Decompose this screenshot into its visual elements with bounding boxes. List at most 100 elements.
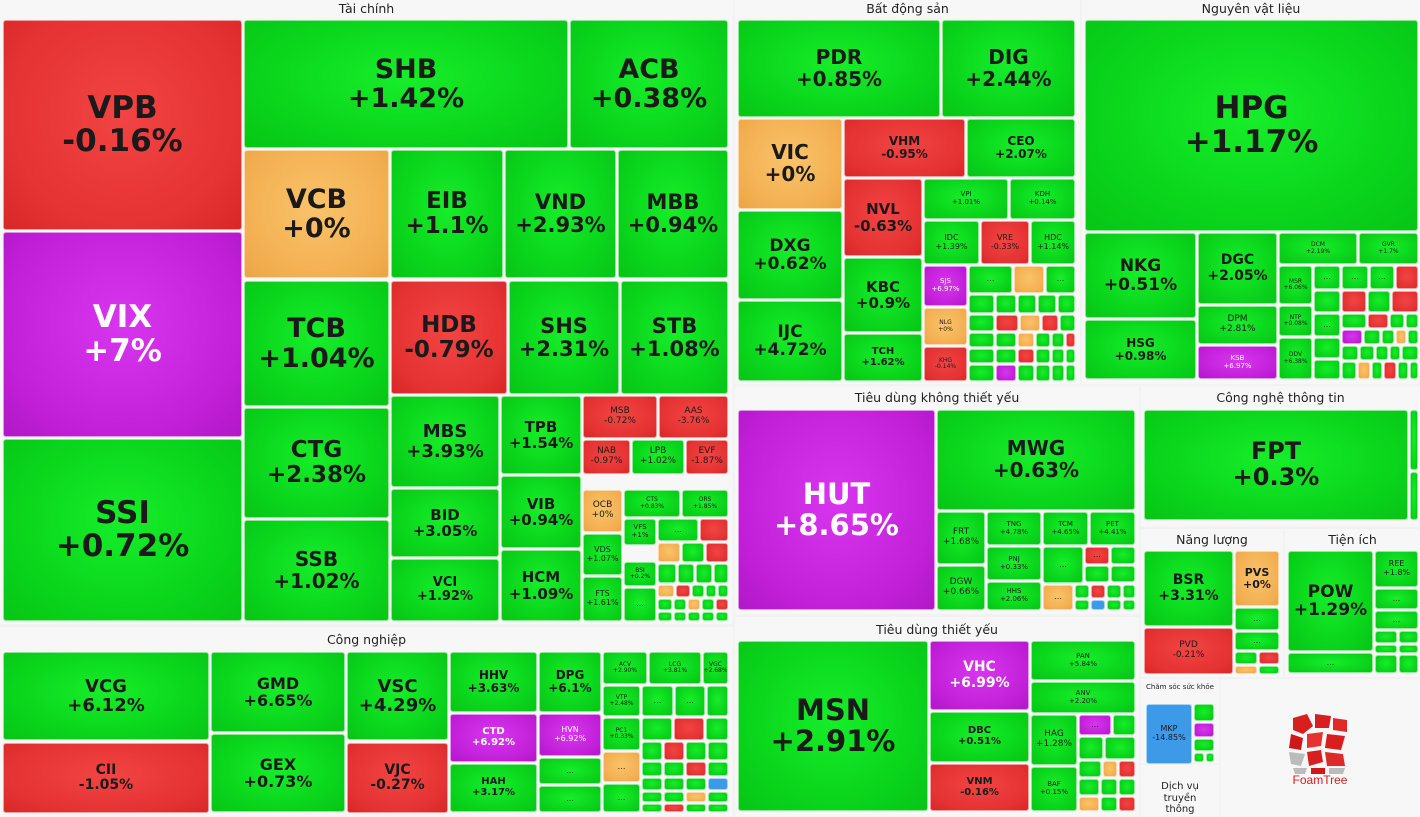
stock-tile-small[interactable] — [674, 612, 686, 621]
stock-tile-small[interactable]: … — [1288, 653, 1373, 673]
stock-tile-hpg[interactable]: HPG +1.17% — [1085, 20, 1418, 231]
stock-tile-vnd[interactable]: VND +2.93% — [505, 150, 616, 278]
stock-tile-small[interactable]: … — [1235, 608, 1279, 630]
stock-tile-small[interactable] — [642, 742, 662, 760]
stock-tile-small[interactable] — [686, 762, 706, 776]
stock-tile-small[interactable] — [1410, 410, 1418, 470]
stock-tile-small[interactable] — [702, 612, 714, 621]
stock-tile-small[interactable] — [1406, 314, 1418, 328]
stock-tile-small[interactable] — [1259, 652, 1279, 664]
stock-tile-dxg[interactable]: DXG +0.62% — [738, 211, 842, 299]
stock-tile-small[interactable]: … — [1043, 547, 1083, 583]
stock-tile-vib[interactable]: VIB +0.94% — [501, 476, 581, 548]
stock-tile-small[interactable] — [716, 599, 728, 610]
stock-tile-anv[interactable]: ANV +2.20% — [1031, 682, 1135, 713]
stock-tile-small[interactable] — [700, 519, 728, 541]
stock-tile-ocb[interactable]: OCB +0% — [583, 490, 622, 532]
stock-tile-small[interactable] — [686, 792, 706, 802]
stock-tile-small[interactable] — [1410, 362, 1418, 379]
stock-tile-hdb[interactable]: HDB -0.79% — [391, 281, 507, 394]
stock-tile-small[interactable]: … — [1046, 266, 1075, 293]
stock-tile-ntp[interactable]: NTP +0.08% — [1279, 306, 1312, 336]
stock-tile-small[interactable] — [1384, 362, 1396, 379]
stock-tile-small[interactable] — [708, 804, 728, 812]
stock-tile-small[interactable] — [702, 599, 714, 610]
stock-tile-msb[interactable]: MSB -0.72% — [583, 396, 657, 438]
stock-tile-pet[interactable]: PET +4.41% — [1090, 512, 1135, 545]
stock-tile-small[interactable] — [1111, 566, 1135, 582]
stock-tile-small[interactable]: … — [539, 758, 601, 784]
stock-tile-small[interactable] — [692, 585, 704, 597]
stock-tile-small[interactable] — [1107, 600, 1121, 610]
stock-tile-small[interactable] — [1399, 645, 1418, 653]
stock-tile-small[interactable] — [1235, 666, 1257, 674]
stock-tile-small[interactable]: … — [1342, 266, 1368, 289]
stock-tile-ree[interactable]: REE +1.8% — [1375, 551, 1418, 587]
stock-tile-vsc[interactable]: VSC +4.29% — [347, 652, 448, 740]
stock-tile-small[interactable] — [664, 762, 684, 776]
stock-tile-small[interactable] — [1014, 266, 1044, 293]
stock-tile-small[interactable] — [1101, 779, 1117, 795]
stock-tile-small[interactable] — [1194, 723, 1214, 737]
stock-tile-khg[interactable]: KHG -0.14% — [924, 347, 967, 381]
stock-tile-small[interactable] — [1075, 585, 1089, 598]
stock-tile-small[interactable] — [996, 365, 1016, 381]
stock-tile-ctg[interactable]: CTG +2.38% — [244, 408, 389, 518]
stock-tile-small[interactable]: … — [1043, 585, 1073, 610]
stock-tile-small[interactable]: … — [1314, 314, 1340, 336]
stock-tile-vpi[interactable]: VPI +1.01% — [924, 179, 1008, 219]
stock-tile-small[interactable] — [658, 543, 680, 562]
stock-tile-small[interactable] — [1066, 349, 1075, 363]
stock-tile-small[interactable] — [1342, 291, 1366, 312]
stock-tile-small[interactable] — [1038, 295, 1056, 313]
stock-tile-small[interactable] — [1375, 631, 1397, 643]
stock-tile-ijc[interactable]: IJC +4.72% — [738, 301, 842, 381]
stock-tile-small[interactable] — [996, 295, 1016, 313]
stock-tile-small[interactable] — [1342, 314, 1366, 328]
stock-tile-msr[interactable]: MSR +6.06% — [1279, 266, 1312, 304]
stock-tile-small[interactable] — [706, 718, 728, 740]
stock-tile-small[interactable] — [969, 349, 994, 363]
stock-tile-hdc[interactable]: HDC +1.14% — [1031, 221, 1075, 264]
stock-tile-small[interactable] — [1101, 797, 1117, 811]
stock-tile-small[interactable]: … — [624, 588, 656, 621]
stock-tile-dig[interactable]: DIG +2.44% — [942, 20, 1075, 117]
stock-tile-gvr[interactable]: GVR +1.7% — [1359, 233, 1418, 264]
stock-tile-hah[interactable]: HAH +3.17% — [450, 764, 537, 812]
stock-tile-vre[interactable]: VRE -0.33% — [981, 221, 1029, 264]
stock-tile-shs[interactable]: SHS +2.31% — [509, 281, 619, 394]
stock-tile-small[interactable] — [708, 792, 728, 802]
stock-tile-small[interactable] — [642, 792, 662, 802]
stock-tile-kdh[interactable]: KDH +0.14% — [1010, 179, 1075, 219]
stock-tile-cts[interactable]: CTS +0.83% — [624, 490, 680, 517]
stock-tile-small[interactable] — [1375, 655, 1397, 673]
stock-tile-bsi[interactable]: BSI +0.2% — [624, 562, 656, 586]
stock-tile-small[interactable] — [1066, 365, 1075, 381]
stock-tile-small[interactable]: … — [1235, 632, 1279, 650]
stock-tile-lpb[interactable]: LPB +1.02% — [632, 440, 684, 474]
stock-tile-small[interactable] — [1368, 314, 1388, 328]
stock-tile-small[interactable] — [706, 543, 728, 562]
stock-tile-small[interactable] — [1042, 315, 1058, 331]
stock-tile-small[interactable] — [708, 762, 728, 776]
stock-tile-bsr[interactable]: BSR +3.31% — [1144, 551, 1233, 626]
stock-tile-small[interactable] — [664, 778, 684, 790]
stock-tile-small[interactable] — [1036, 333, 1050, 347]
stock-tile-small[interactable] — [658, 612, 672, 621]
stock-tile-hvn[interactable]: HVN +6.92% — [539, 714, 601, 756]
stock-tile-small[interactable] — [708, 778, 728, 790]
stock-tile-small[interactable]: … — [1314, 266, 1340, 289]
stock-tile-small[interactable] — [1060, 315, 1075, 331]
stock-tile-small[interactable] — [1360, 346, 1374, 360]
stock-tile-small[interactable] — [1399, 655, 1418, 673]
stock-tile-dgw[interactable]: DGW +0.66% — [937, 566, 985, 610]
stock-tile-tcb[interactable]: TCB +1.04% — [244, 281, 389, 406]
stock-tile-hut[interactable]: HUT +8.65% — [738, 410, 935, 610]
stock-tile-small[interactable] — [1194, 753, 1204, 762]
stock-tile-ctd[interactable]: CTD +6.92% — [450, 714, 537, 762]
stock-tile-vtp[interactable]: VTP +2.48% — [603, 686, 640, 716]
stock-tile-small[interactable] — [1314, 291, 1340, 312]
stock-tile-vds[interactable]: VDS +1.07% — [583, 534, 622, 575]
stock-tile-hhs[interactable]: HHS +2.06% — [987, 582, 1041, 610]
stock-tile-pnj[interactable]: PNJ +0.33% — [987, 547, 1041, 580]
